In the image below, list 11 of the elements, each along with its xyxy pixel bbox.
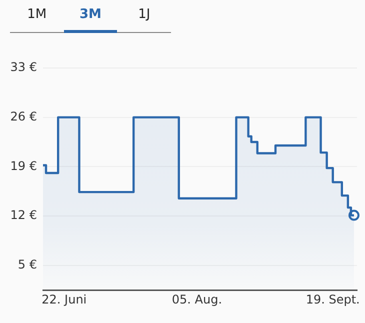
x-tick-label: 19. Sept. (306, 292, 360, 306)
x-tick-label: 05. Aug. (172, 292, 222, 306)
text: 1M (26, 6, 48, 24)
y-tick-label: 12 € (10, 208, 37, 222)
y-tick-label: 5 € (18, 257, 37, 272)
x-tick-label: 22. Juni (42, 292, 87, 306)
y-tick-label: 26 € (10, 109, 37, 124)
text: 1J (137, 6, 152, 24)
y-tick-label: 19 € (10, 158, 37, 173)
text: 3M (64, 0, 118, 33)
y-tick-label: 33 € (10, 60, 37, 74)
